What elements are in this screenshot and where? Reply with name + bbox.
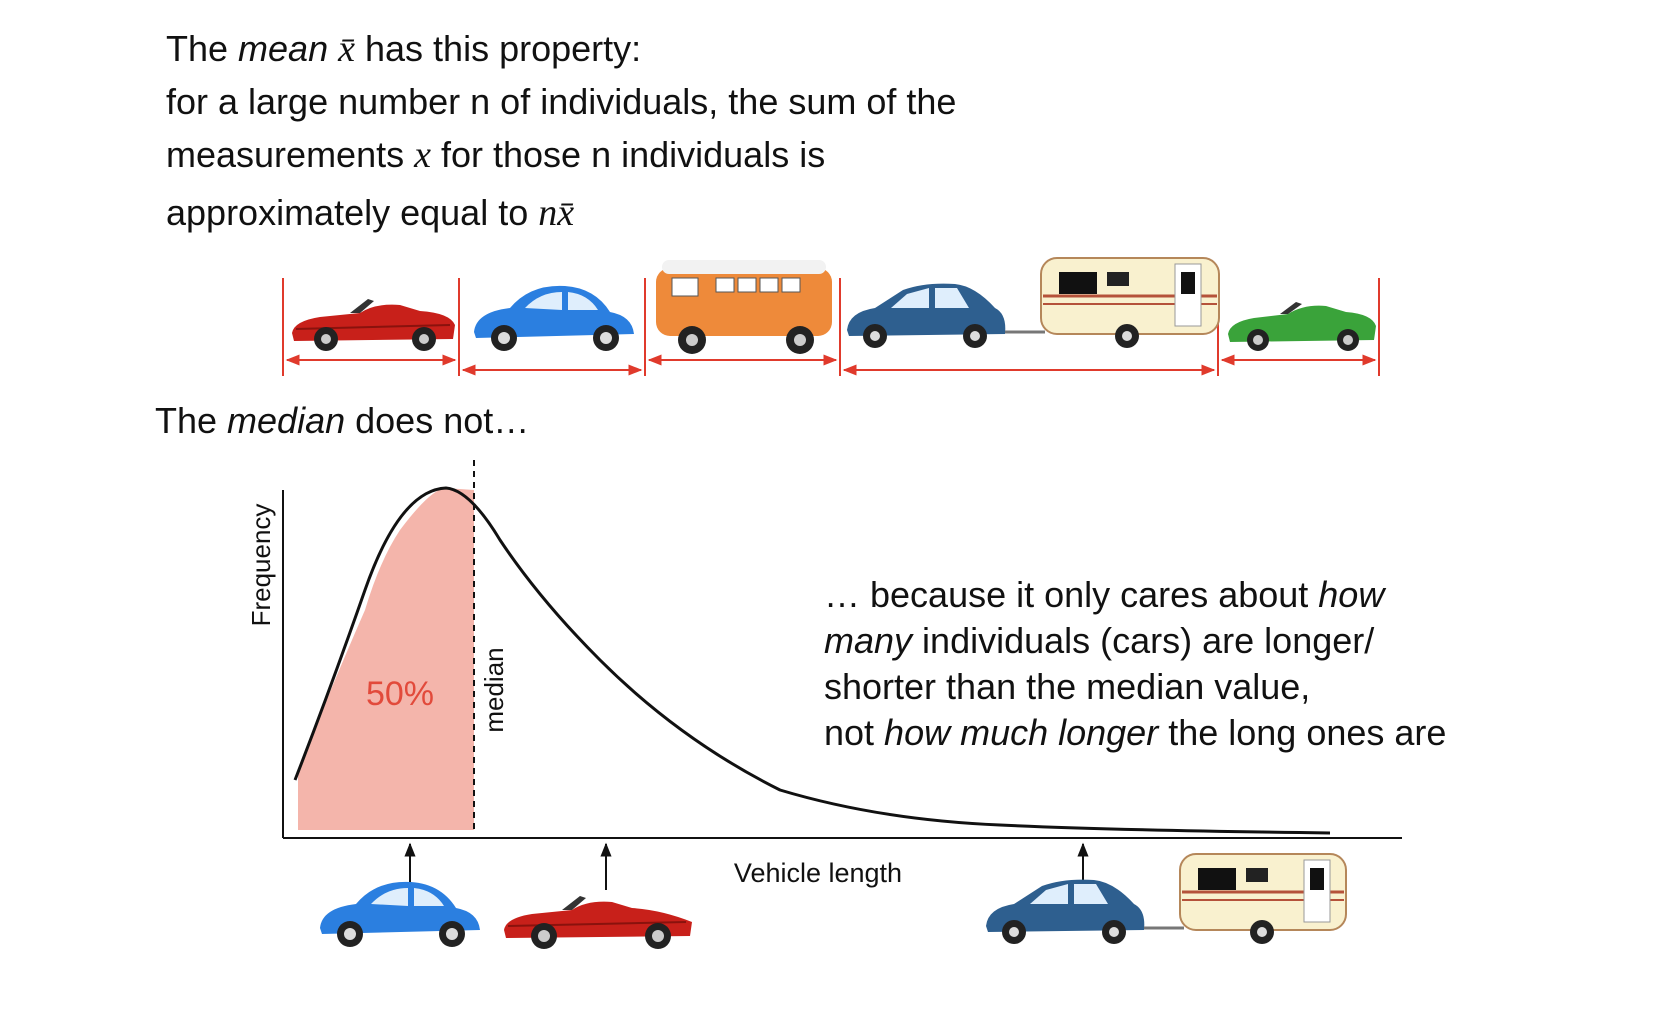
mean-symbol: x̄ xyxy=(338,28,355,70)
measure-boundaries xyxy=(282,278,1380,376)
mean-line-2: for a large number n of individuals, the… xyxy=(166,80,956,124)
explanation-line-4: not how much longer the long ones are xyxy=(824,711,1446,755)
explanation-line-2-post: individuals (cars) are longer/ xyxy=(922,620,1375,661)
blue-beetle-icon xyxy=(474,285,634,351)
red-convertible-icon xyxy=(292,299,455,351)
explanation-line-1-pre: … because it only cares about xyxy=(824,574,1319,615)
x-symbol: x xyxy=(414,134,431,176)
explanation-line-3-text: shorter than the median value, xyxy=(824,666,1311,707)
median-label: median xyxy=(479,647,509,732)
explanation-how-much-longer: how much longer xyxy=(884,712,1159,753)
y-axis-label: Frequency xyxy=(246,504,276,627)
median-heading-pre: The xyxy=(155,400,228,441)
distribution-chart: Frequency Vehicle length median 50% xyxy=(246,460,1402,890)
mean-line-2-text: for a large number n of individuals, the… xyxy=(166,81,957,122)
mean-line-1-pre: The xyxy=(166,28,239,69)
explanation-line-4-post: the long ones are xyxy=(1158,712,1447,753)
mean-line-1: The mean x̄ has this property: xyxy=(166,27,641,71)
vehicle-measure-row xyxy=(282,257,1380,376)
x-axis-label: Vehicle length xyxy=(734,858,902,888)
explanation-line-4-pre: not xyxy=(824,712,885,753)
explanation-how: how xyxy=(1318,574,1385,615)
green-convertible-icon xyxy=(1228,302,1376,351)
mean-line-3-pre: measurements xyxy=(166,134,415,175)
hatchback-with-caravan-icon xyxy=(847,257,1220,348)
median-word: median xyxy=(227,400,346,441)
bottom-red-convertible-icon xyxy=(504,896,692,949)
explanation-line-3: shorter than the median value, xyxy=(824,665,1310,709)
mean-line-3-post: for those n individuals is xyxy=(430,134,826,175)
explanation-many: many xyxy=(824,620,913,661)
orange-van-icon xyxy=(656,260,832,354)
length-arrows xyxy=(285,354,1377,376)
explanation-line-2: many individuals (cars) are longer/ xyxy=(824,619,1374,663)
nx-bar-symbol: nx̄ xyxy=(538,192,575,234)
mean-line-4-pre: approximately equal to xyxy=(166,192,539,233)
bottom-blue-beetle-icon xyxy=(320,881,480,947)
shaded-half-area xyxy=(298,488,474,830)
median-heading-post: does not… xyxy=(345,400,530,441)
bottom-hatchback-with-caravan-icon xyxy=(986,853,1347,944)
mean-line-4: approximately equal to nx̄ xyxy=(166,191,574,235)
mean-line-1-post: has this property: xyxy=(355,28,642,69)
explanation-line-1: … because it only cares about how xyxy=(824,573,1384,617)
mean-line-3: measurements x for those n individuals i… xyxy=(166,133,825,177)
density-curve xyxy=(293,486,1331,835)
mean-word: mean xyxy=(238,28,329,69)
median-heading: The median does not… xyxy=(155,399,529,443)
percent-label: 50% xyxy=(366,675,434,713)
